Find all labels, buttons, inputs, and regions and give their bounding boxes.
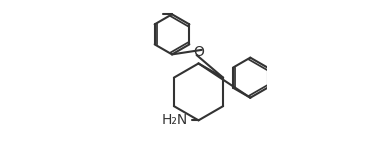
Text: H₂N: H₂N xyxy=(162,113,188,127)
Text: O: O xyxy=(194,46,205,59)
